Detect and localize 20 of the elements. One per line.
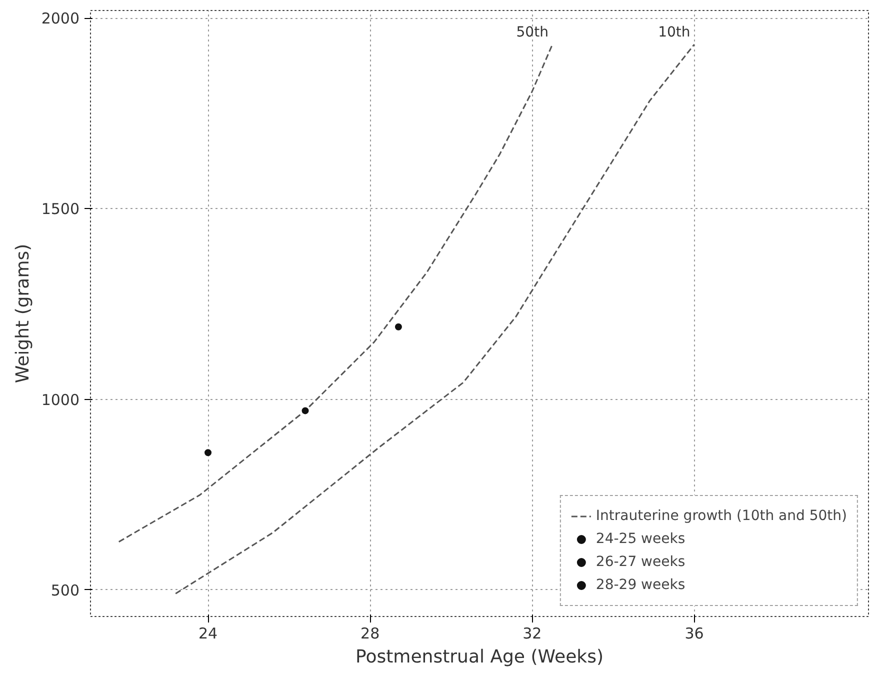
annotation: 10th [658, 24, 690, 40]
x-tick-label: 28 [360, 624, 380, 642]
annotation: 50th [516, 24, 548, 40]
legend-label: 28-29 weeks [596, 577, 686, 593]
legend-label: 26-27 weeks [596, 554, 686, 570]
x-tick-label: 24 [198, 624, 218, 642]
point [204, 449, 212, 456]
y-axis-title: Weight (grams) [12, 244, 34, 384]
y-tick-label: 1500 [41, 200, 80, 218]
x-tick-label: 36 [684, 624, 704, 642]
x-tick-label: 32 [522, 624, 542, 642]
y-tick-label: 1000 [41, 390, 80, 409]
legend-label: 24-25 weeks [596, 531, 686, 547]
point [302, 407, 309, 414]
point [394, 323, 402, 330]
x-axis-title: Postmenstrual Age (Weeks) [356, 646, 604, 668]
line-series [118, 44, 554, 543]
y-tick-label: 2000 [41, 10, 80, 28]
legend-label: Intrauterine growth (10th and 50th) [596, 508, 847, 524]
y-tick-label: 500 [50, 581, 80, 600]
